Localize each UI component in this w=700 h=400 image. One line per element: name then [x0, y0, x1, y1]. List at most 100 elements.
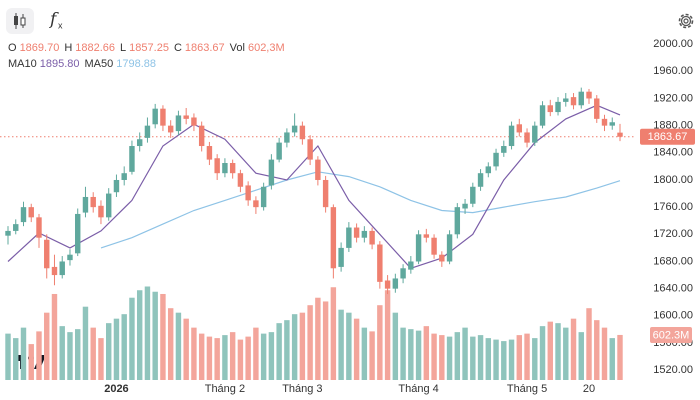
volume-bar	[152, 291, 158, 380]
y-tick-label: 1680.00	[653, 255, 693, 267]
legend-key: Vol	[230, 42, 245, 54]
candle-body	[508, 125, 515, 147]
volume-bar	[516, 335, 523, 380]
candle-body	[408, 261, 414, 270]
volume-bar	[284, 320, 290, 380]
candle-body	[516, 124, 523, 133]
legend-key: H	[64, 42, 72, 54]
candle-body	[90, 196, 96, 208]
candle-body	[51, 266, 58, 276]
volume-bar	[439, 335, 445, 380]
candle-body	[98, 205, 104, 218]
candle-body	[524, 132, 530, 143]
volume-bar	[307, 305, 313, 380]
volume-bar	[291, 314, 298, 380]
volume-bar	[90, 327, 96, 380]
legend-value: 1798.88	[116, 58, 156, 70]
volume-bar	[98, 338, 104, 380]
candle-body	[563, 98, 569, 102]
chart-type-button[interactable]	[6, 8, 34, 34]
candle-body	[315, 159, 321, 180]
candle-body	[392, 278, 399, 289]
volume-bar	[245, 336, 251, 380]
volume-bar	[253, 327, 259, 380]
candle-body	[439, 254, 445, 262]
volume-bar	[594, 320, 600, 380]
legend-value: 1882.66	[75, 42, 115, 54]
candle-body	[361, 230, 368, 238]
candle-body	[67, 254, 73, 261]
candle-body	[617, 132, 623, 137]
x-tick-label: Tháng 5	[507, 383, 547, 395]
volume-bar	[555, 323, 561, 380]
volume-bar	[501, 341, 507, 380]
volume-bar	[268, 332, 275, 380]
y-tick-label: 1800.00	[653, 174, 693, 186]
volume-bar	[578, 332, 584, 380]
volume-bar	[315, 297, 321, 380]
candle-body	[346, 227, 352, 248]
volume-bar	[260, 333, 267, 380]
volume-bar	[5, 333, 11, 380]
last-volume-label: 602.3M	[653, 329, 690, 341]
candle-body	[431, 237, 437, 255]
candle-body	[330, 207, 337, 269]
volume-bar	[183, 318, 189, 380]
volume-bar	[524, 333, 530, 380]
volume-bar	[493, 339, 499, 380]
candle-body	[245, 185, 251, 201]
candle-body	[276, 142, 282, 160]
volume-bar	[276, 323, 282, 380]
volume-bar	[44, 312, 50, 380]
candle-body	[59, 261, 65, 276]
candle-body	[446, 234, 453, 262]
x-tick-label: Tháng 3	[282, 383, 322, 395]
volume-bar	[105, 323, 112, 380]
volume-bar	[330, 287, 337, 380]
candle-body	[369, 230, 375, 245]
candle-body	[570, 97, 577, 106]
candle-body	[601, 118, 608, 126]
volume-bar	[36, 331, 42, 380]
legend-value: 1863.67	[185, 42, 225, 54]
candle-body	[167, 125, 174, 133]
candle-body	[493, 152, 499, 167]
candle-body	[470, 186, 476, 204]
last-volume-badge	[650, 326, 692, 343]
volume-bar	[346, 312, 352, 380]
volume-bar	[299, 312, 306, 380]
indicators-button[interactable]: f x	[48, 10, 63, 31]
settings-button[interactable]	[678, 13, 694, 29]
y-tick-label: 1640.00	[653, 283, 693, 295]
legend-key: MA10	[8, 58, 37, 70]
candle-body	[268, 159, 275, 186]
last-price-badge	[640, 128, 695, 145]
legend-key: O	[8, 42, 17, 54]
candle-body	[75, 213, 81, 254]
candle-body	[547, 105, 553, 113]
volume-bar	[570, 318, 577, 380]
candle-body	[454, 207, 461, 235]
candle-body	[206, 146, 213, 160]
candle-body	[539, 105, 546, 126]
candle-body	[578, 91, 584, 106]
last-price-label: 1863.67	[648, 131, 688, 143]
volume-bar	[229, 332, 236, 380]
candle-body	[160, 108, 166, 126]
ma10-line	[7, 104, 621, 269]
candle-body	[229, 163, 236, 174]
volume-bar	[617, 334, 623, 380]
volume-bar	[353, 318, 360, 380]
candle-body	[253, 200, 259, 208]
volume-bar	[51, 293, 58, 380]
candle-body	[415, 234, 422, 262]
candle-body	[20, 207, 27, 223]
candle-body	[462, 203, 468, 209]
candle-body	[377, 244, 383, 282]
candle-body	[260, 186, 267, 208]
candle-body	[214, 158, 220, 174]
candle-body	[191, 117, 197, 126]
volume-bar	[338, 309, 344, 380]
candle-body	[144, 125, 151, 138]
candle-body	[175, 115, 182, 132]
